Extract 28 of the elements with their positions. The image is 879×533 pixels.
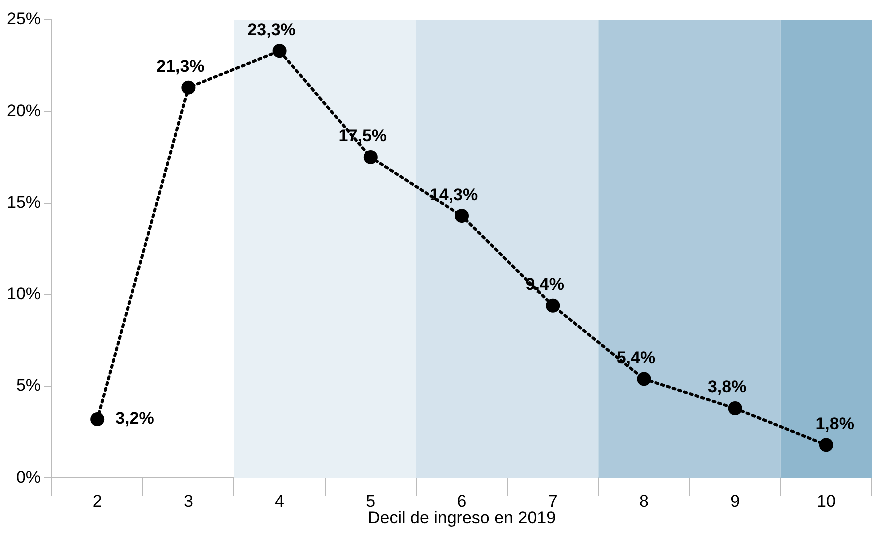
x-tick-label: 9 (730, 492, 740, 512)
data-label: 21,3% (156, 57, 205, 76)
x-tick-label: 10 (816, 492, 836, 512)
y-tick-label: 15% (6, 192, 42, 212)
y-tick-label: 5% (16, 376, 42, 396)
point (546, 298, 560, 313)
y-tick-label: 20% (6, 101, 42, 120)
point (637, 372, 652, 386)
point (455, 209, 470, 224)
point (272, 44, 287, 58)
x-tick-label: 4 (275, 492, 285, 512)
y-tick-label: 0% (16, 468, 42, 487)
data-label: 3,2% (116, 409, 154, 428)
x-tick-label: 2 (92, 492, 102, 512)
data-label: 23,3% (248, 20, 296, 40)
x-tick-label: 8 (639, 492, 649, 512)
data-label: 1,8% (816, 414, 854, 434)
data-label: 14,3% (430, 185, 478, 204)
data-label: 3,8% (708, 378, 747, 397)
point (364, 150, 378, 164)
point (90, 412, 105, 427)
data-label: 5,4% (616, 348, 656, 368)
point (182, 80, 196, 95)
y-tick-label: 25% (6, 10, 42, 29)
point (728, 402, 742, 416)
point (819, 438, 834, 452)
x-tick-label: 3 (184, 492, 194, 512)
y-tick-label: 10% (6, 284, 42, 304)
